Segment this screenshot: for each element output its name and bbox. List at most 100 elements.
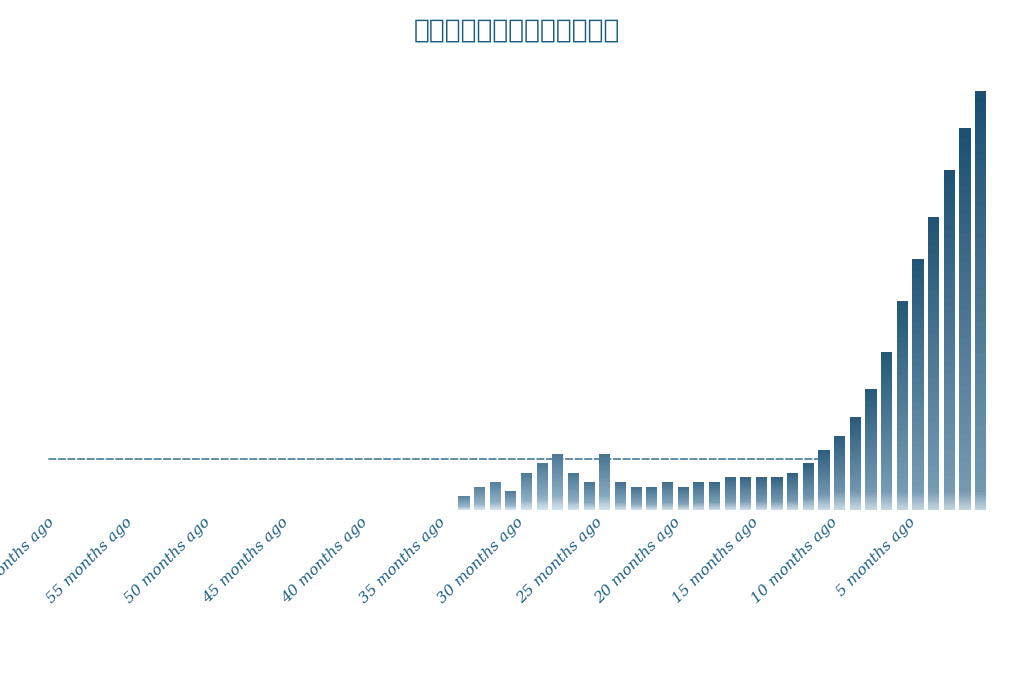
- Bar: [537, 481, 548, 482]
- Bar: [568, 502, 580, 503]
- Bar: [865, 458, 877, 462]
- Bar: [975, 322, 986, 332]
- Bar: [881, 419, 892, 423]
- Bar: [928, 429, 939, 437]
- Bar: [865, 416, 877, 420]
- Bar: [599, 465, 610, 466]
- Bar: [818, 453, 829, 454]
- Bar: [787, 495, 799, 496]
- Bar: [552, 499, 563, 500]
- Bar: [568, 481, 580, 482]
- Bar: [552, 468, 563, 469]
- Bar: [599, 499, 610, 500]
- Bar: [975, 269, 986, 279]
- Bar: [537, 484, 548, 486]
- Bar: [975, 133, 986, 143]
- Bar: [959, 497, 971, 498]
- Bar: [897, 447, 908, 452]
- Bar: [865, 431, 877, 435]
- Bar: [756, 509, 767, 510]
- Bar: [850, 497, 861, 498]
- Bar: [818, 449, 829, 451]
- Bar: [959, 505, 971, 507]
- Bar: [865, 413, 877, 416]
- Bar: [599, 483, 610, 485]
- Bar: [568, 489, 580, 490]
- Bar: [959, 358, 971, 367]
- Bar: [599, 507, 610, 508]
- Bar: [912, 265, 924, 271]
- Bar: [975, 301, 986, 311]
- Bar: [835, 478, 846, 480]
- Bar: [897, 337, 908, 343]
- Bar: [897, 316, 908, 322]
- Bar: [835, 436, 846, 437]
- Bar: [835, 498, 846, 499]
- Bar: [850, 417, 861, 420]
- Bar: [614, 500, 626, 501]
- Bar: [568, 507, 580, 508]
- Bar: [944, 425, 955, 434]
- Bar: [552, 471, 563, 473]
- Bar: [787, 493, 799, 494]
- Bar: [959, 367, 971, 377]
- Bar: [850, 431, 861, 433]
- Bar: [662, 509, 673, 510]
- Bar: [944, 459, 955, 468]
- Bar: [662, 492, 673, 493]
- Bar: [897, 458, 908, 463]
- Bar: [850, 447, 861, 449]
- Bar: [584, 505, 595, 506]
- Bar: [944, 264, 955, 272]
- Bar: [803, 489, 814, 490]
- Bar: [975, 91, 986, 102]
- Bar: [568, 487, 580, 488]
- Bar: [928, 500, 939, 502]
- Bar: [975, 154, 986, 165]
- Bar: [818, 507, 829, 509]
- Bar: [835, 507, 846, 508]
- Bar: [897, 500, 908, 505]
- Bar: [959, 290, 971, 300]
- Bar: [928, 497, 939, 498]
- Bar: [850, 428, 861, 431]
- Bar: [725, 494, 736, 495]
- Bar: [725, 488, 736, 489]
- Bar: [850, 466, 861, 468]
- Bar: [912, 504, 924, 510]
- Bar: [725, 482, 736, 483]
- Bar: [568, 486, 580, 487]
- Bar: [552, 477, 563, 478]
- Bar: [693, 490, 705, 491]
- Bar: [835, 497, 846, 499]
- Bar: [771, 500, 782, 501]
- Bar: [897, 492, 908, 494]
- Bar: [959, 186, 971, 195]
- Bar: [662, 501, 673, 502]
- Bar: [897, 499, 908, 500]
- Bar: [489, 505, 501, 506]
- Bar: [912, 503, 924, 504]
- Bar: [552, 481, 563, 482]
- Bar: [537, 499, 548, 500]
- Bar: [568, 474, 580, 475]
- Bar: [944, 238, 955, 247]
- Bar: [521, 492, 532, 493]
- Bar: [725, 495, 736, 496]
- Bar: [599, 458, 610, 460]
- Bar: [850, 498, 861, 499]
- Bar: [865, 428, 877, 431]
- Bar: [897, 426, 908, 432]
- Bar: [803, 496, 814, 497]
- Bar: [803, 476, 814, 477]
- Bar: [521, 509, 532, 510]
- Bar: [944, 179, 955, 188]
- Bar: [944, 508, 955, 509]
- Bar: [975, 505, 986, 507]
- Bar: [912, 492, 924, 494]
- Bar: [928, 327, 939, 334]
- Bar: [599, 481, 610, 482]
- Bar: [928, 261, 939, 268]
- Bar: [850, 500, 861, 502]
- Bar: [850, 500, 861, 503]
